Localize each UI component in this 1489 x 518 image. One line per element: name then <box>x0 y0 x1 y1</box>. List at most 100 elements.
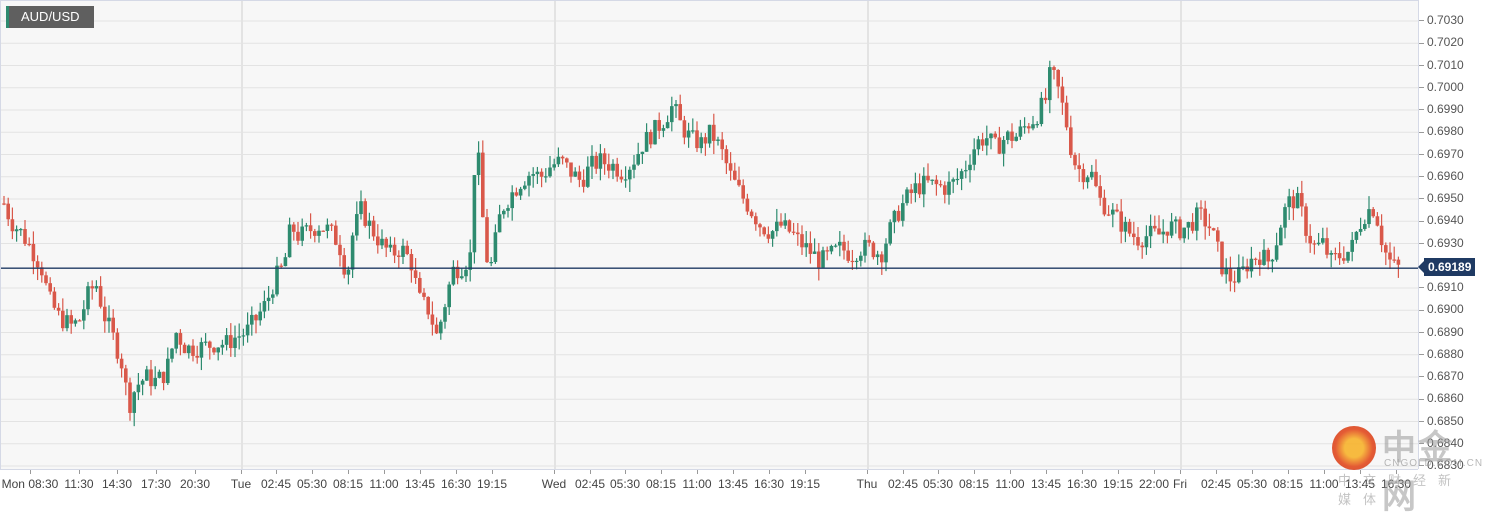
x-tick-label: 08:15 <box>958 477 990 491</box>
candle-up <box>640 151 645 164</box>
candle-down <box>779 213 783 228</box>
candle-up <box>325 218 330 239</box>
candle-up <box>590 145 594 180</box>
candle-up <box>611 159 615 180</box>
candle-up <box>972 138 976 171</box>
candle-up <box>951 177 955 194</box>
candle-down <box>31 231 36 275</box>
candle-up <box>170 347 174 363</box>
candle-up <box>203 333 208 346</box>
time-axis[interactable]: Mon 08:30 11:30 14:30 17:30 20:30 Tue 02:45 05:… <box>0 469 1418 496</box>
candle-up <box>1358 217 1363 236</box>
candle-up <box>518 186 523 200</box>
candle-down <box>1216 227 1220 252</box>
candle-down <box>52 287 57 310</box>
candle-up <box>707 124 712 148</box>
candle-down <box>1379 214 1384 253</box>
candle-down <box>119 353 124 378</box>
x-tick-mark <box>805 470 806 474</box>
candle-down <box>565 157 569 168</box>
candle-down <box>1388 242 1392 269</box>
candle-up <box>174 332 178 354</box>
candle-down <box>161 371 166 391</box>
candle-down <box>867 235 871 247</box>
candle-down <box>1203 200 1207 240</box>
candle-down <box>342 247 346 279</box>
candle-down <box>98 276 103 309</box>
x-tick-mark <box>1396 470 1397 474</box>
candle-up <box>262 290 267 319</box>
x-tick-label: 11:00 <box>369 477 399 491</box>
candle-up <box>380 229 384 250</box>
plot-area[interactable]: AUD/USD <box>0 0 1418 469</box>
candle-down <box>762 226 766 237</box>
candle-down <box>392 237 397 264</box>
candle-up <box>527 171 531 197</box>
candle-down <box>1073 152 1077 170</box>
x-tick-label: 08:15 <box>332 477 364 491</box>
price-axis[interactable]: 0.7030 0.7020 0.7010 0.7000 0.6990 0.6980 0.69… <box>1418 0 1489 471</box>
x-tick-mark <box>1288 470 1289 474</box>
candle-up <box>443 303 447 329</box>
x-tick-mark <box>79 470 80 474</box>
candle-up <box>833 243 838 248</box>
candle-up <box>266 285 271 311</box>
x-tick-mark <box>348 470 349 474</box>
candle-up <box>854 258 859 270</box>
candle-up <box>964 160 968 179</box>
candle-down <box>745 193 750 215</box>
y-tick-label: 0.6890 <box>1419 326 1464 338</box>
candle-up <box>1346 251 1350 263</box>
candle-down <box>741 179 745 204</box>
candle-down <box>1115 203 1119 213</box>
x-tick-label: 14:30 <box>101 477 133 491</box>
x-tick-mark <box>661 470 662 474</box>
candle-down <box>1207 213 1212 236</box>
candle-up <box>829 244 834 255</box>
candle-up <box>632 154 636 179</box>
candle-down <box>569 162 573 183</box>
y-tick-label: 0.6900 <box>1419 303 1464 315</box>
candle-up <box>199 337 204 371</box>
candle-up <box>1287 188 1291 220</box>
candle-down <box>77 319 82 322</box>
candle-down <box>90 280 94 300</box>
candle-down <box>909 183 913 204</box>
candle-down <box>338 235 342 267</box>
candle-down <box>1325 227 1329 259</box>
candlestick-canvas[interactable] <box>1 1 1418 469</box>
candle-up <box>628 166 632 193</box>
candle-up <box>497 204 502 233</box>
candle-up <box>86 281 90 316</box>
x-tick-label: 19:15 <box>789 477 821 491</box>
candle-up <box>838 231 842 257</box>
x-tick-mark <box>1082 470 1083 474</box>
candle-up <box>271 289 275 304</box>
candle-down <box>871 241 876 260</box>
candle-down <box>56 303 61 316</box>
x-tick-label: 13:45 <box>404 477 436 491</box>
candle-down <box>1119 199 1123 244</box>
candle-down <box>6 197 10 227</box>
candle-down <box>1375 212 1380 227</box>
candle-down <box>602 148 607 175</box>
x-tick-mark <box>1360 470 1361 474</box>
candle-up <box>250 306 254 336</box>
candle-down <box>1127 218 1132 237</box>
candle-down <box>749 209 754 219</box>
x-tick-mark <box>1010 470 1011 474</box>
candle-down <box>1220 241 1224 277</box>
candle-down <box>825 246 829 261</box>
candle-down <box>1253 257 1258 266</box>
candle-up <box>220 339 225 355</box>
candle-down <box>418 272 422 294</box>
candle-down <box>796 223 800 246</box>
x-tick-mark <box>312 470 313 474</box>
candle-down <box>649 129 653 149</box>
x-tick-mark <box>625 470 626 474</box>
candle-down <box>455 260 460 285</box>
candle-up <box>224 328 229 351</box>
candle-down <box>1027 122 1031 134</box>
y-tick-label: 0.6840 <box>1419 437 1464 449</box>
